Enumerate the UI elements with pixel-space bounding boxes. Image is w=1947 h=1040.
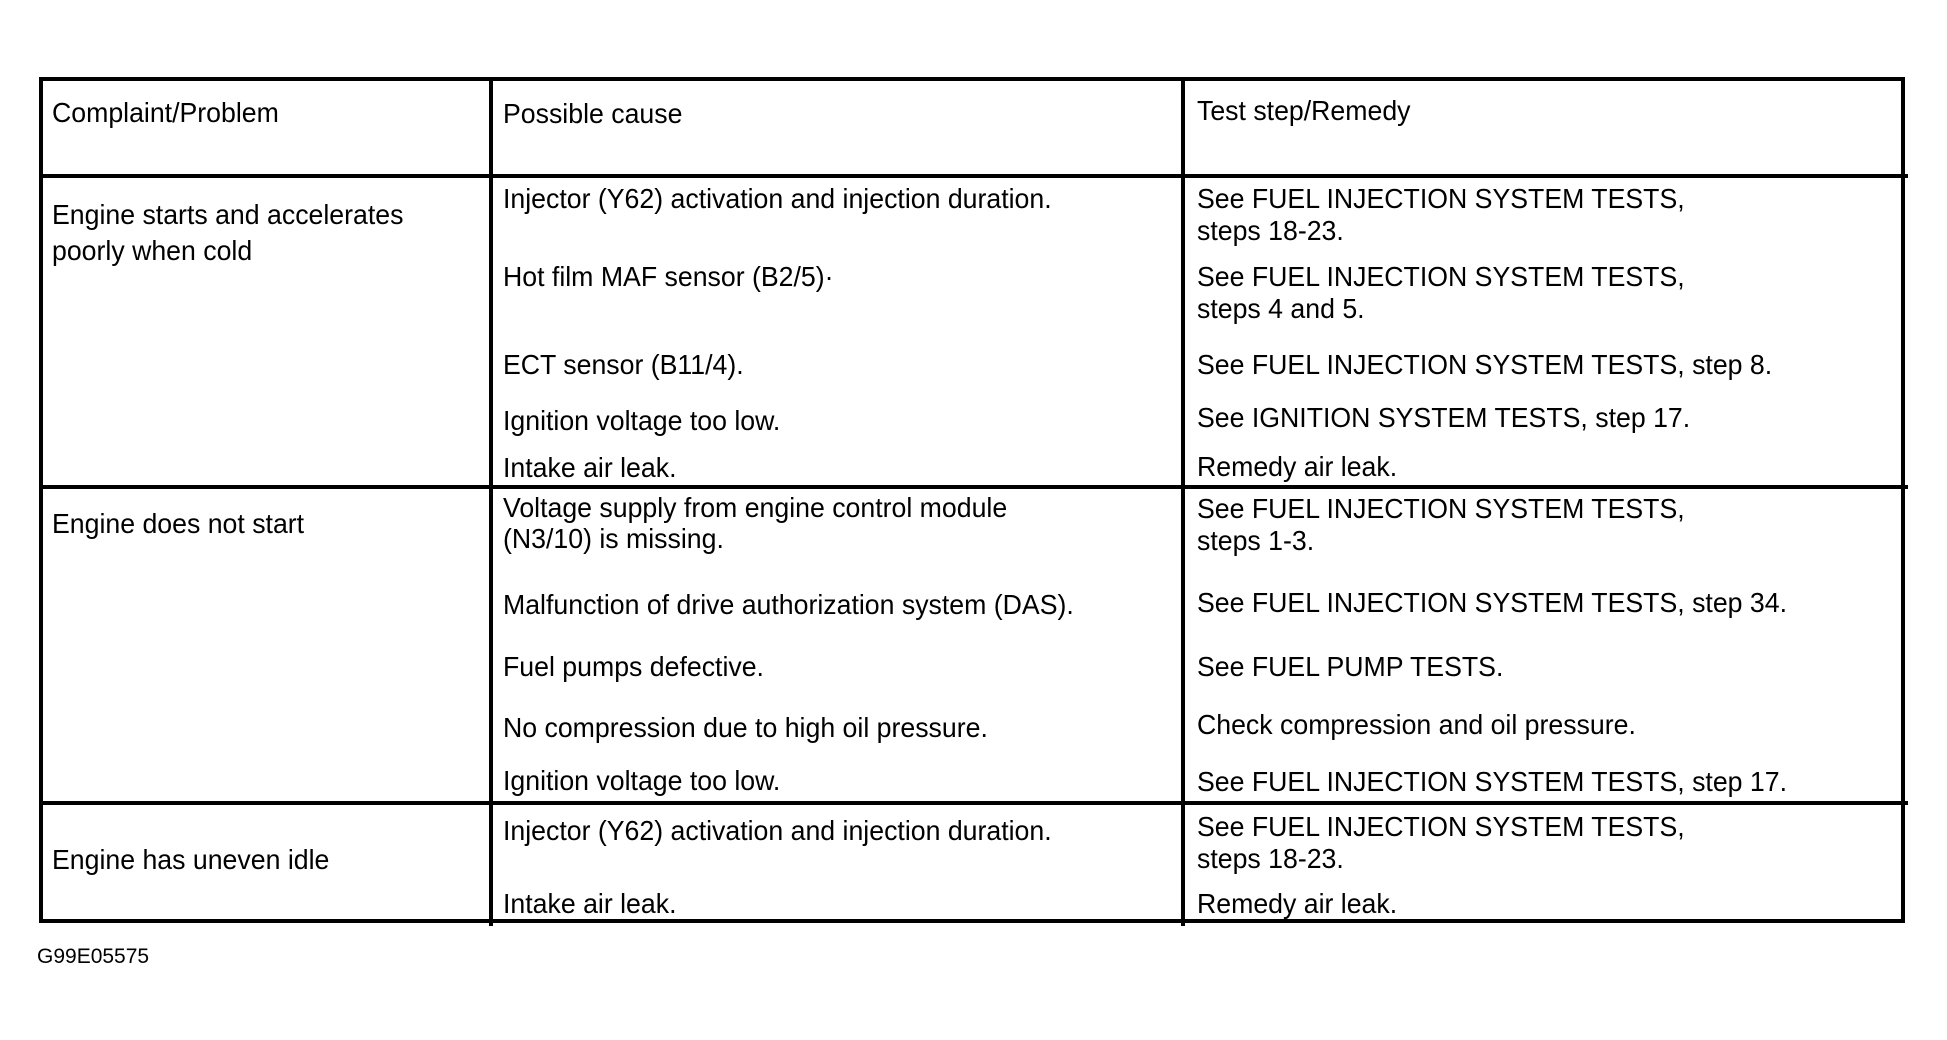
cause-text: No compression due to high oil pressure. [503, 712, 988, 743]
header-complaint: Complaint/Problem [52, 97, 279, 128]
cause-text: Intake air leak. [503, 888, 677, 919]
header-remedy: Test step/Remedy [1197, 95, 1411, 126]
cause-text: Intake air leak. [503, 452, 677, 483]
remedy-text: See FUEL INJECTION SYSTEM TESTS, [1197, 261, 1685, 292]
remedy-text: Remedy air leak. [1197, 451, 1398, 482]
cause-text: Injector (Y62) activation and injection … [503, 183, 1052, 214]
figure-id: G99E05575 [37, 945, 150, 968]
remedy-text: See IGNITION SYSTEM TESTS, step 17. [1197, 402, 1691, 433]
complaint-text: Engine does not start [52, 508, 305, 539]
diagnosis-table [39, 77, 1905, 923]
complaint-text: poorly when cold [52, 235, 253, 266]
cause-text: Injector (Y62) activation and injection … [503, 815, 1052, 846]
row-divider [39, 801, 1908, 805]
cause-text: Ignition voltage too low. [503, 405, 781, 436]
remedy-text: steps 4 and 5. [1197, 293, 1365, 324]
remedy-text: See FUEL INJECTION SYSTEM TESTS, step 8. [1197, 349, 1773, 380]
remedy-text: See FUEL INJECTION SYSTEM TESTS, step 17… [1197, 766, 1788, 797]
cause-text: (N3/10) is missing. [503, 523, 724, 554]
complaint-text: Engine starts and accelerates [52, 199, 404, 230]
header-divider [39, 174, 1908, 178]
remedy-text: steps 18-23. [1197, 843, 1344, 874]
column-divider [489, 77, 493, 926]
row-divider [39, 485, 1908, 489]
cause-text: Voltage supply from engine control modul… [503, 492, 1008, 523]
cause-text: Malfunction of drive authorization syste… [503, 589, 1074, 620]
remedy-text: steps 1-3. [1197, 525, 1315, 556]
remedy-text: See FUEL INJECTION SYSTEM TESTS, step 34… [1197, 587, 1788, 618]
remedy-text: Check compression and oil pressure. [1197, 709, 1636, 740]
remedy-text: See FUEL INJECTION SYSTEM TESTS, [1197, 183, 1685, 214]
column-divider [1181, 77, 1185, 926]
cause-text: ECT sensor (B11/4). [503, 349, 744, 380]
remedy-text: Remedy air leak. [1197, 888, 1398, 919]
cause-text: Fuel pumps defective. [503, 651, 764, 682]
cause-text: Ignition voltage too low. [503, 765, 781, 796]
remedy-text: steps 18-23. [1197, 215, 1344, 246]
remedy-text: See FUEL INJECTION SYSTEM TESTS, [1197, 811, 1685, 842]
remedy-text: See FUEL INJECTION SYSTEM TESTS, [1197, 493, 1685, 524]
cause-text: Hot film MAF sensor (B2/5)· [503, 261, 834, 292]
remedy-text: See FUEL PUMP TESTS. [1197, 651, 1504, 682]
complaint-text: Engine has uneven idle [52, 844, 330, 875]
header-cause: Possible cause [503, 98, 683, 129]
